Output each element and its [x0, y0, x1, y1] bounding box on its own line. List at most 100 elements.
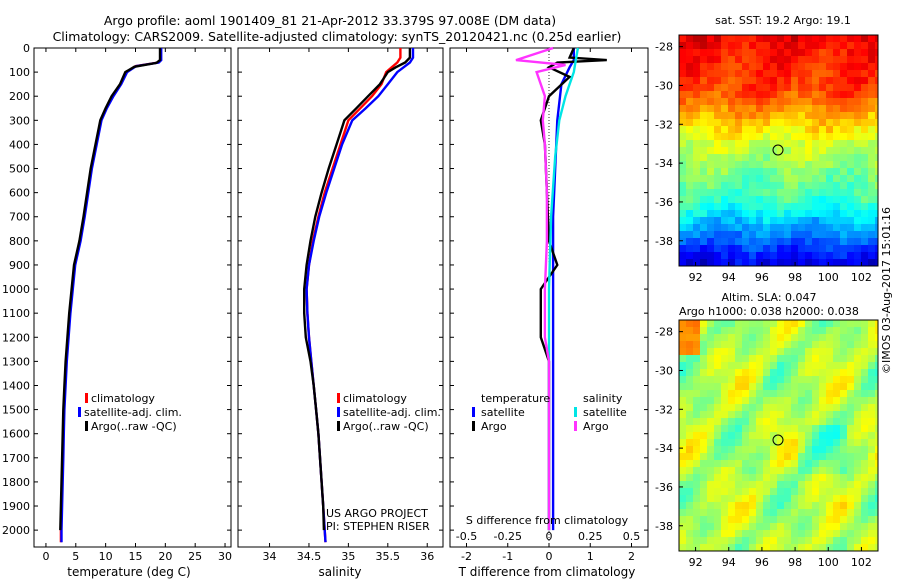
map-cell [784, 334, 792, 342]
map-cell [700, 488, 708, 496]
map-cell [798, 35, 806, 43]
map-cell [735, 126, 743, 134]
map-cell [833, 238, 841, 246]
map-cell [721, 77, 729, 85]
map-cell [679, 516, 687, 524]
map-cell [693, 355, 701, 363]
map-cell [875, 49, 879, 57]
map-cell [847, 77, 855, 85]
map-cell [791, 70, 799, 78]
map-cell [875, 376, 879, 384]
map-cell [714, 210, 722, 218]
map-cell [756, 341, 764, 349]
map-cell [847, 147, 855, 155]
map-cell [742, 348, 750, 356]
map-cell [728, 411, 736, 419]
map-cell [840, 383, 848, 391]
map-cell [840, 495, 848, 503]
map-cell [742, 175, 750, 183]
map-cell [854, 259, 862, 267]
map-cell [700, 362, 708, 370]
map-cell [770, 537, 778, 545]
map-cell [798, 348, 806, 356]
map-cell [763, 140, 771, 148]
map-cell [728, 245, 736, 253]
map-cell [805, 203, 813, 211]
map-cell [861, 537, 869, 545]
map-cell [840, 224, 848, 232]
map-cell [784, 63, 792, 71]
map-cell [770, 196, 778, 204]
map-cell [686, 509, 694, 517]
map-cell [847, 238, 855, 246]
map-cell [749, 91, 757, 99]
map-cell [798, 404, 806, 412]
map-cell [728, 523, 736, 531]
map-cell [826, 105, 834, 113]
map-cell [693, 404, 701, 412]
map-cell [840, 175, 848, 183]
map-cell [875, 203, 879, 211]
map-cell [861, 355, 869, 363]
map-cell [700, 439, 708, 447]
map-cell [693, 495, 701, 503]
map-cell [777, 217, 785, 225]
map-cell [707, 495, 715, 503]
map-cell [791, 175, 799, 183]
map-cell [686, 495, 694, 503]
map-cell [749, 154, 757, 162]
map-cell [693, 320, 701, 328]
map-cell [777, 376, 785, 384]
map-cell [763, 460, 771, 468]
legend-swatch-argo [85, 421, 88, 431]
map-cell [693, 140, 701, 148]
map-cell [700, 397, 708, 405]
map-cell [819, 474, 827, 482]
map-cell [728, 544, 736, 552]
map-cell [770, 84, 778, 92]
map-cell [742, 35, 750, 43]
map-cell [728, 252, 736, 260]
map-cell [833, 203, 841, 211]
map-cell [854, 495, 862, 503]
map-cell [847, 348, 855, 356]
map-cell [833, 495, 841, 503]
map-cell [791, 196, 799, 204]
map-cell [805, 196, 813, 204]
map-cell [735, 453, 743, 461]
map-cell [735, 35, 743, 43]
map-cell [735, 495, 743, 503]
map-cell [875, 530, 879, 538]
map-cell [749, 495, 757, 503]
map-cell [721, 154, 729, 162]
map-cell [735, 397, 743, 405]
map-cell [749, 439, 757, 447]
map-cell [679, 63, 687, 71]
map-cell [735, 182, 743, 190]
map-cell [707, 390, 715, 398]
map-cell [798, 252, 806, 260]
map-cell [714, 112, 722, 120]
map-cell [847, 105, 855, 113]
map-cell [700, 327, 708, 335]
map-cell [679, 544, 687, 552]
map-cell [833, 245, 841, 253]
map-cell [784, 397, 792, 405]
map-cell [693, 418, 701, 426]
map-cell [847, 245, 855, 253]
map-cell [833, 425, 841, 433]
map-cell [714, 537, 722, 545]
map-cell [798, 189, 806, 197]
map-cell [763, 98, 771, 106]
map-cell [861, 154, 869, 162]
map-cell [728, 42, 736, 50]
map-cell [819, 112, 827, 120]
map-cell [819, 390, 827, 398]
map-cell [812, 231, 820, 239]
map-cell [854, 98, 862, 106]
map-cell [749, 453, 757, 461]
map-cell [749, 182, 757, 190]
map-cell [679, 537, 687, 545]
map-cell [875, 502, 879, 510]
map-cell [840, 231, 848, 239]
